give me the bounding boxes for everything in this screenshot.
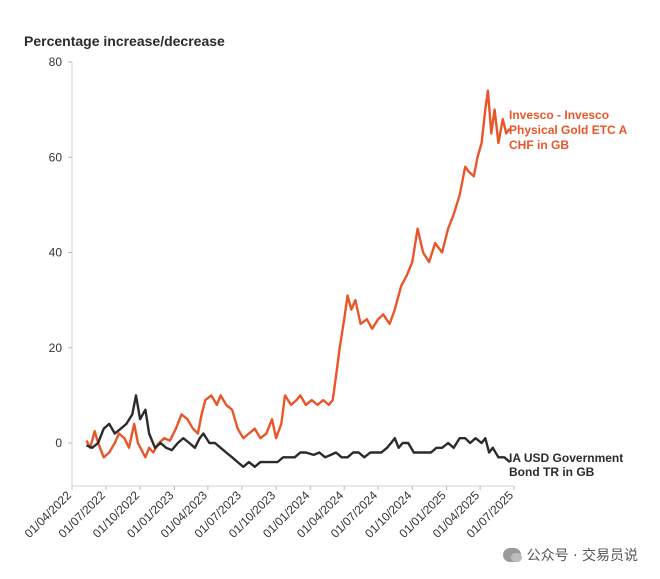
y-axis-label: Percentage increase/decrease <box>24 33 225 49</box>
bond-legend-label: IA USD Government <box>509 451 623 465</box>
wechat-icon <box>502 548 522 562</box>
y-tick-label: 0 <box>55 436 62 450</box>
gold-legend-label: CHF in GB <box>509 138 569 152</box>
bond-series-line <box>86 394 511 468</box>
y-tick-label: 80 <box>49 55 63 69</box>
y-tick-label: 60 <box>49 150 63 164</box>
watermark: 公众号 · 交易员说 <box>502 545 638 565</box>
bond-legend-label: Bond TR in GB <box>509 465 595 479</box>
y-tick-label: 40 <box>49 246 63 260</box>
gold-legend-label: Physical Gold ETC A <box>509 123 628 137</box>
gold-series-line <box>85 89 511 459</box>
y-tick-label: 20 <box>49 341 63 355</box>
gold-legend-label: Invesco - Invesco <box>509 108 609 122</box>
watermark-text: 公众号 · 交易员说 <box>526 548 638 564</box>
